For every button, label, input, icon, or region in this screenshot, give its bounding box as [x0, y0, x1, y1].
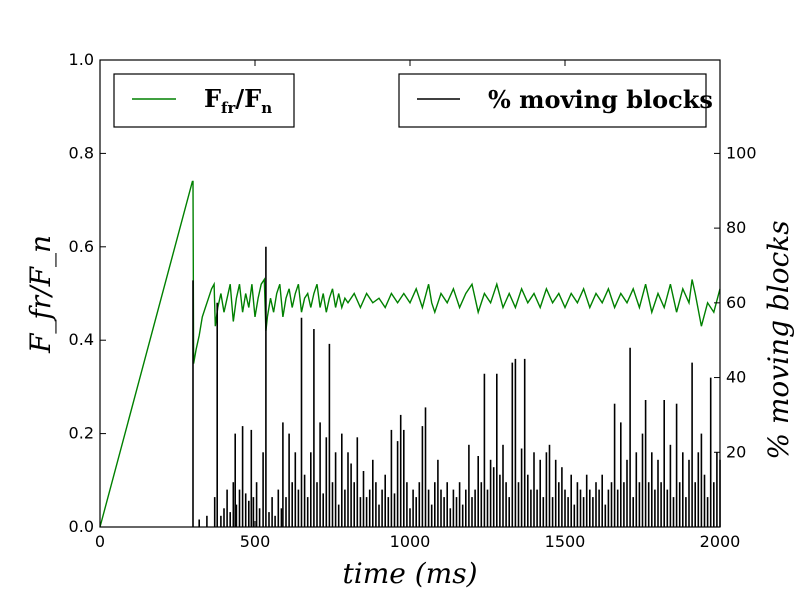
x-tick-label: 0	[95, 532, 105, 551]
x-tick-label: 500	[240, 532, 271, 551]
right-y-axis-ticks: 20 40 60 80 100	[714, 143, 757, 461]
left-y-axis-title: F_fr/F_n	[24, 235, 57, 354]
legend-moving: % moving blocks	[398, 73, 713, 128]
left-y-tick-label: 0.8	[69, 143, 94, 162]
friction-ratio-line	[99, 180, 721, 528]
left-y-tick-label: 0.4	[69, 330, 94, 349]
legend-friction: Ffr/Fn	[113, 73, 295, 128]
legend-friction-box	[113, 73, 295, 128]
right-y-tick-label: 60	[726, 293, 746, 312]
x-axis-ticks: 0 500 1000 1500 2000	[95, 60, 740, 551]
right-y-tick-label: 20	[726, 442, 746, 461]
plot-area-background	[100, 60, 720, 527]
friction-ratio-series-group	[99, 180, 721, 528]
legend-friction-label: Ffr/Fn	[204, 84, 272, 117]
left-y-tick-label: 0.0	[69, 517, 94, 536]
right-y-axis-title: % moving blocks	[762, 220, 795, 459]
legend-friction-label-sub2: n	[261, 99, 272, 117]
legend-friction-label-mid: /F	[235, 84, 261, 113]
legend-moving-box	[398, 73, 707, 128]
right-y-tick-label: 100	[726, 143, 757, 162]
left-y-tick-label: 0.6	[69, 237, 94, 256]
x-tick-label: 1500	[545, 532, 586, 551]
x-tick-label: 2000	[700, 532, 741, 551]
x-tick-label: 1000	[390, 532, 431, 551]
right-y-tick-label: 40	[726, 368, 746, 387]
left-y-axis-ticks: 0.0 0.2 0.4 0.6 0.8 1.0	[69, 50, 106, 536]
legend-friction-label-base: F	[204, 84, 221, 113]
x-axis-title: time (ms)	[343, 557, 478, 590]
left-y-axis-title-text: F_fr/F_n	[24, 235, 57, 354]
moving-blocks-series-group	[192, 246, 721, 527]
legend-friction-label-sub1: fr	[221, 99, 236, 117]
right-y-tick-label: 80	[726, 218, 746, 237]
legend-moving-label: % moving blocks	[488, 85, 713, 114]
left-y-tick-label: 0.2	[69, 424, 94, 443]
left-y-tick-label: 1.0	[69, 50, 94, 69]
